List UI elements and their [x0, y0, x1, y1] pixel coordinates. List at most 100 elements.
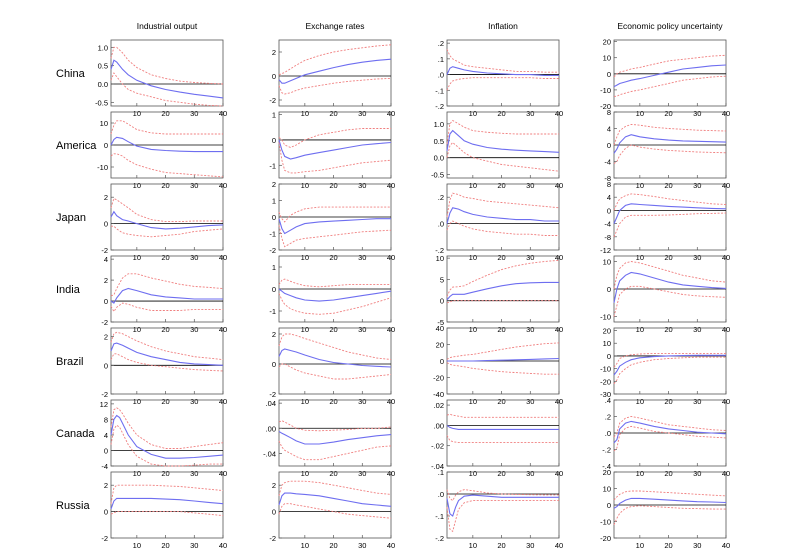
ytick-label-india-industrial-output: 2: [104, 276, 108, 285]
panel-frame-russia-industrial-output: [110, 471, 224, 539]
xtick-label-india-inflation: 20: [497, 325, 505, 334]
lower-band-russia-inflation: [446, 500, 559, 533]
xtick-label-russia-economic-policy-uncertainty: 30: [693, 541, 701, 549]
ytick-label-china-economic-policy-uncertainty: 0: [607, 70, 611, 79]
ytick-label-japan-inflation: .0: [438, 220, 444, 229]
upper-band-japan-exchange-rates: [278, 206, 391, 223]
upper-band-japan-inflation: [446, 192, 560, 218]
ytick-label-brazil-industrial-output: -2: [101, 390, 108, 399]
xtick-label-india-exchange-rates: 30: [358, 325, 366, 334]
ytick-label-china-exchange-rates: -2: [269, 96, 276, 105]
ytick-label-canada-economic-policy-uncertainty: -.2: [602, 446, 611, 455]
response-line-canada-inflation: [446, 424, 559, 430]
lower-band-china-industrial-output: [110, 72, 224, 107]
panel-frame-america-exchange-rates: [278, 111, 392, 179]
ytick-label-russia-industrial-output: 2: [104, 481, 108, 490]
xtick-label-japan-economic-policy-uncertainty: 20: [664, 253, 672, 262]
xtick-label-japan-industrial-output: 30: [190, 253, 198, 262]
ytick-label-india-inflation: 10: [436, 254, 444, 263]
ytick-label-japan-economic-policy-uncertainty: -4: [604, 220, 611, 229]
xtick-label-brazil-exchange-rates: 30: [358, 397, 366, 406]
ytick-label-china-inflation: .2: [438, 39, 444, 48]
ytick-label-america-exchange-rates: 1: [272, 111, 276, 120]
ytick-label-india-exchange-rates: 1: [272, 263, 276, 272]
upper-band-brazil-inflation: [446, 342, 560, 360]
ytick-label-japan-industrial-output: 0: [104, 220, 108, 229]
xtick-label-china-industrial-output: 10: [133, 109, 141, 118]
ytick-label-canada-economic-policy-uncertainty: .2: [605, 413, 611, 422]
ytick-label-brazil-inflation: 40: [436, 324, 444, 333]
lower-band-japan-industrial-output: [111, 225, 224, 238]
upper-band-india-exchange-rates: [278, 278, 391, 288]
lower-band-india-economic-policy-uncertainty: [613, 285, 727, 317]
xtick-label-china-economic-policy-uncertainty: 20: [664, 109, 672, 118]
response-line-china-economic-policy-uncertainty: [613, 64, 727, 88]
xtick-label-russia-economic-policy-uncertainty: 10: [636, 541, 644, 549]
ytick-label-canada-inflation: .00: [434, 421, 444, 430]
upper-band-india-industrial-output: [110, 273, 224, 297]
ytick-label-japan-economic-policy-uncertainty: 4: [607, 193, 611, 202]
ytick-label-china-inflation: .0: [438, 71, 444, 80]
upper-band-china-industrial-output: [110, 46, 224, 85]
ytick-label-china-economic-policy-uncertainty: -20: [600, 102, 611, 111]
xtick-label-russia-industrial-output: 10: [133, 541, 141, 549]
column-title-economic-policy-uncertainty: Economic policy uncertainty: [617, 21, 723, 31]
lower-band-canada-economic-policy-uncertainty: [613, 425, 727, 452]
ytick-label-canada-exchange-rates: -.04: [263, 449, 276, 458]
ytick-label-brazil-economic-policy-uncertainty: 0: [607, 352, 611, 361]
ytick-label-america-inflation: -0.5: [431, 171, 444, 180]
xtick-label-america-economic-policy-uncertainty: 10: [636, 181, 644, 190]
upper-band-russia-industrial-output: [110, 484, 224, 504]
response-line-brazil-economic-policy-uncertainty: [613, 354, 726, 376]
panel-frame-china-exchange-rates: [278, 39, 392, 107]
ytick-label-japan-economic-policy-uncertainty: -12: [600, 246, 611, 255]
panel-frame-canada-exchange-rates: [278, 399, 392, 467]
xtick-label-canada-inflation: 20: [497, 469, 505, 478]
xtick-label-brazil-industrial-output: 10: [133, 397, 141, 406]
ytick-label-america-industrial-output: 0: [104, 141, 108, 150]
ytick-label-canada-industrial-output: 8: [104, 415, 108, 424]
ytick-label-america-economic-policy-uncertainty: -8: [604, 174, 611, 183]
ytick-label-russia-inflation: .0: [438, 490, 444, 499]
upper-band-china-inflation: [446, 49, 559, 73]
ytick-label-russia-economic-policy-uncertainty: 0: [607, 501, 611, 510]
response-line-china-exchange-rates: [278, 58, 392, 84]
ytick-label-russia-economic-policy-uncertainty: -10: [600, 518, 611, 527]
xtick-label-china-inflation: 20: [497, 109, 505, 118]
response-line-japan-economic-policy-uncertainty: [613, 203, 727, 224]
xtick-label-canada-economic-policy-uncertainty: 10: [636, 469, 644, 478]
upper-band-canada-exchange-rates: [278, 420, 392, 432]
xtick-label-japan-industrial-output: 20: [161, 253, 169, 262]
xtick-label-canada-inflation: 10: [469, 469, 477, 478]
xtick-label-canada-economic-policy-uncertainty: 20: [664, 469, 672, 478]
xtick-label-china-exchange-rates: 30: [358, 109, 366, 118]
xtick-label-russia-economic-policy-uncertainty: 20: [664, 541, 672, 549]
ytick-label-canada-exchange-rates: .00: [266, 424, 276, 433]
response-line-america-exchange-rates: [278, 139, 392, 160]
response-line-canada-economic-policy-uncertainty: [613, 420, 727, 444]
ytick-label-japan-exchange-rates: 2: [272, 180, 276, 189]
row-label-brazil: Brazil: [56, 356, 84, 368]
xtick-label-canada-industrial-output: 10: [133, 469, 141, 478]
ytick-label-brazil-inflation: 0: [440, 357, 444, 366]
xtick-label-india-economic-policy-uncertainty: 10: [636, 325, 644, 334]
panel-frame-japan-inflation: [446, 183, 560, 251]
xtick-label-brazil-industrial-output: 20: [161, 397, 169, 406]
ytick-label-china-industrial-output: 0.0: [98, 80, 108, 89]
ytick-label-japan-industrial-output: -2: [101, 246, 108, 255]
xtick-label-japan-exchange-rates: 20: [329, 253, 337, 262]
xtick-label-china-industrial-output: 20: [161, 109, 169, 118]
xtick-label-china-industrial-output: 30: [190, 109, 198, 118]
ytick-label-brazil-economic-policy-uncertainty: 20: [603, 327, 611, 336]
ytick-label-japan-exchange-rates: 1: [272, 197, 276, 206]
xtick-label-america-exchange-rates: 10: [301, 181, 309, 190]
xtick-label-china-inflation: 30: [526, 109, 534, 118]
ytick-label-canada-industrial-output: -4: [101, 462, 108, 471]
lower-band-china-exchange-rates: [278, 77, 392, 95]
panel-frame-brazil-industrial-output: [110, 327, 224, 395]
ytick-label-china-inflation: -.1: [435, 86, 444, 95]
xtick-label-india-economic-policy-uncertainty: 20: [664, 325, 672, 334]
xtick-label-china-exchange-rates: 20: [329, 109, 337, 118]
xtick-label-america-industrial-output: 30: [190, 181, 198, 190]
upper-band-russia-inflation: [446, 489, 559, 502]
